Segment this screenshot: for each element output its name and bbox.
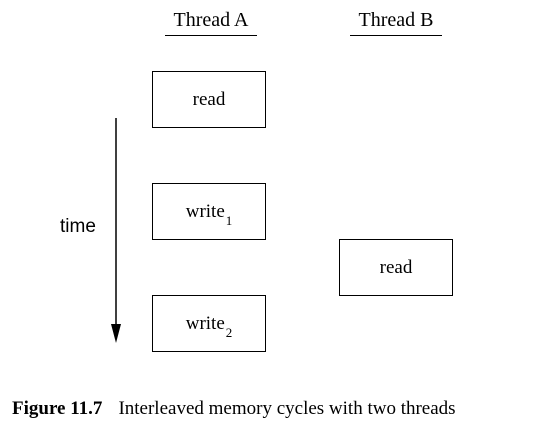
op-subscript: 2: [225, 324, 233, 340]
time-arrow-head: [111, 324, 121, 343]
thread-b-read-box: read: [339, 239, 453, 296]
thread-a-header: Thread A: [165, 8, 257, 36]
op-label: read: [192, 88, 226, 110]
op-label: write: [185, 200, 225, 222]
thread-a-write1-box: write 1: [152, 183, 266, 240]
op-label: write: [185, 312, 225, 334]
op-subscript: 1: [225, 212, 233, 228]
figure-caption-text: Interleaved memory cycles with two threa…: [118, 398, 456, 419]
figure-number: Figure 11.7: [12, 398, 103, 419]
thread-a-read-box: read: [152, 71, 266, 128]
op-label: read: [379, 256, 413, 278]
time-label: time: [60, 216, 96, 237]
figure-caption: Figure 11.7 Interleaved memory cycles wit…: [12, 398, 456, 420]
thread-a-write2-box: write 2: [152, 295, 266, 352]
thread-b-header: Thread B: [350, 8, 442, 36]
time-arrow: [111, 118, 121, 343]
